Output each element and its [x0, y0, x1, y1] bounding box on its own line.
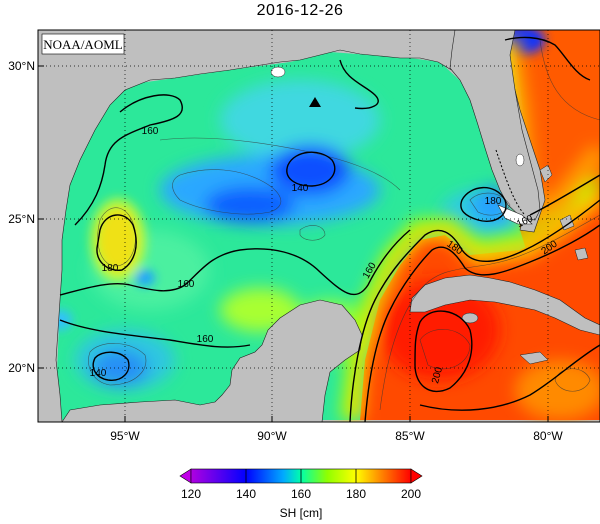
- contour-label: 180: [485, 196, 502, 207]
- thin-contour-1: [159, 137, 401, 191]
- field-blue-west: [205, 187, 295, 223]
- contour-140-sw: [92, 351, 130, 381]
- contour-loop-front2: [364, 224, 600, 422]
- colorbar-tick-label: 200: [401, 487, 421, 501]
- lon-label-90w: 90°W: [257, 429, 287, 443]
- lon-label-85w: 85°W: [395, 429, 425, 443]
- land-isla-juventud: [461, 312, 479, 324]
- land-lake: [515, 153, 525, 167]
- atlantic-orange-se: [515, 360, 600, 420]
- colorbar-tick-label: 120: [181, 487, 201, 501]
- contour-200-se: [419, 344, 600, 411]
- lat-label-30n: 30°N: [8, 59, 35, 73]
- contour-160-north: [74, 94, 183, 226]
- contour-label: 200: [430, 365, 445, 384]
- contour-keys: [460, 186, 507, 222]
- contour-loop-front: [349, 199, 600, 422]
- map-title: 2016-12-26: [256, 2, 344, 19]
- contour-label: 140: [292, 183, 309, 194]
- lon-label-95w: 95°W: [110, 429, 140, 443]
- land-bahamas: [539, 164, 589, 261]
- colorbar-right-arrow: [410, 468, 423, 484]
- land-lake2: [270, 66, 286, 78]
- map-frame: [37, 29, 600, 423]
- land-jamaica: [519, 351, 549, 365]
- triangle-marker: [309, 97, 321, 107]
- credit-box: [41, 33, 125, 55]
- contour-label: 160: [197, 334, 214, 345]
- contour-dotted-fl: [495, 149, 526, 216]
- colorbar-tick-label: 140: [236, 487, 256, 501]
- field-cyan-north: [220, 80, 380, 160]
- thin-contour-7: [539, 39, 600, 121]
- field-cyan-spot: [135, 270, 155, 286]
- thin-contour-5: [379, 214, 600, 411]
- lat-label-20n: 20°N: [8, 361, 35, 375]
- thin-contour-6: [469, 192, 511, 216]
- colorbar: 120 140 160 180 200 SH [cm]: [179, 468, 423, 520]
- contour-160-ne: [339, 59, 379, 110]
- lat-label-25n: 25°N: [8, 212, 35, 226]
- colorbar-left-arrow: [179, 468, 192, 484]
- contour-label: 160: [142, 126, 159, 137]
- contour-label: 160: [178, 279, 195, 290]
- contour-200-atl: [529, 174, 600, 216]
- land-yucatan: [61, 299, 363, 422]
- colorbar-tick-label: 160: [291, 487, 311, 501]
- thin-contour-9: [419, 329, 471, 370]
- colorbar-label: SH [cm]: [280, 506, 323, 520]
- thin-contour-2: [172, 169, 282, 215]
- contour-label: 140: [90, 368, 107, 379]
- land-cuba: [409, 274, 600, 336]
- contour-140-center: [286, 151, 336, 187]
- thin-contour-3: [97, 207, 136, 267]
- contour-160-mid: [59, 229, 411, 296]
- lon-label-80w: 80°W: [533, 429, 563, 443]
- contour-200-carib: [414, 310, 473, 393]
- thin-contour-4: [88, 343, 147, 386]
- contour-160-south: [59, 319, 251, 348]
- contour-180-west: [96, 214, 137, 271]
- contour-ne-blue: [504, 36, 591, 81]
- thin-contour-10: [299, 225, 326, 241]
- land-florida: [449, 30, 541, 221]
- contour-label: 180: [102, 263, 119, 274]
- colorbar-tick-label: 180: [346, 487, 366, 501]
- credit-text: NOAA/AOML: [43, 37, 123, 52]
